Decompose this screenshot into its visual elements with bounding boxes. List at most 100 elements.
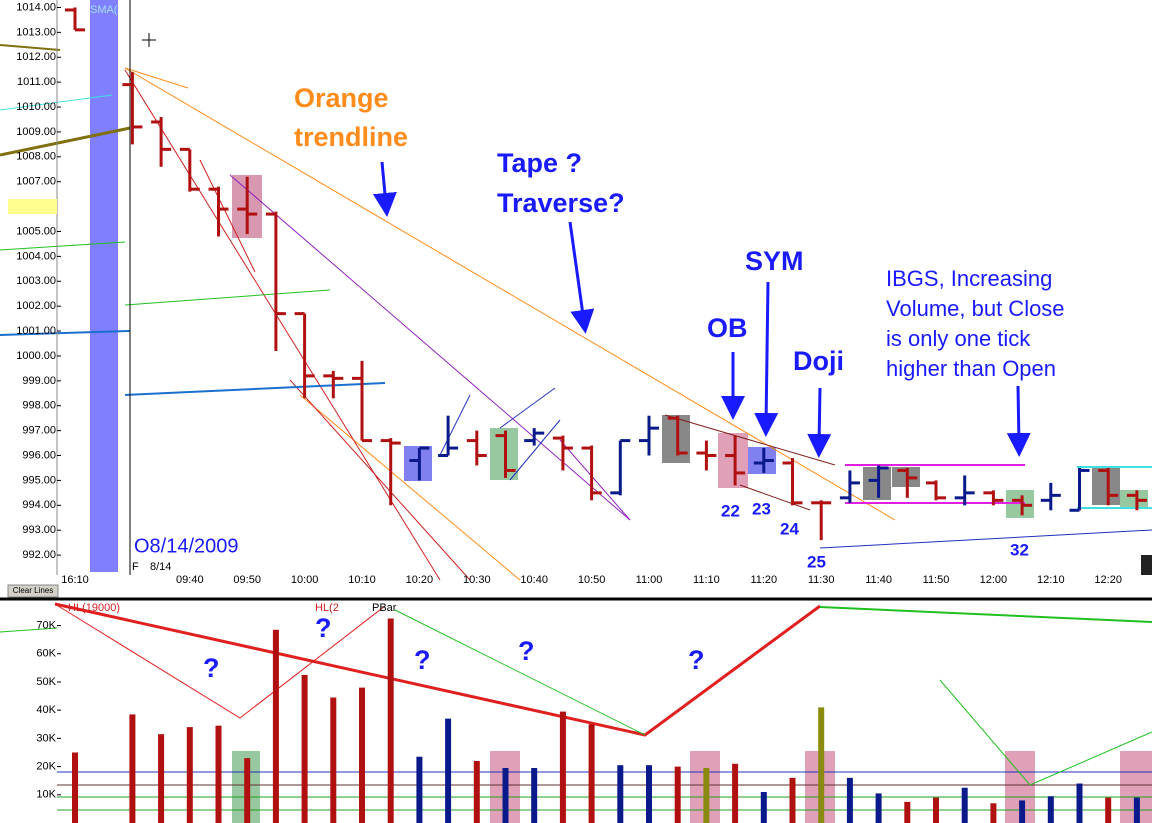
highlight-box [1092, 467, 1120, 505]
volume-bar [215, 725, 222, 823]
trendline [54, 602, 821, 737]
arrow [1006, 385, 1031, 457]
price-bar [352, 360, 372, 443]
y-tick-label: 30K [36, 732, 56, 744]
y-tick-label: 996.00 [22, 449, 56, 461]
y-tick-label: 999.00 [22, 375, 56, 387]
price-bar [466, 430, 487, 466]
annotation: Doji [793, 346, 844, 376]
x-tick-label: 12:00 [980, 574, 1008, 586]
volume-bar [904, 801, 911, 823]
trendline [559, 439, 631, 521]
volume-bar [272, 629, 279, 823]
volume-bar [387, 618, 394, 823]
x-tick-label: 11:40 [865, 574, 892, 586]
price-bar [782, 458, 803, 506]
y-tick-label: 998.00 [22, 400, 56, 412]
trendline [124, 289, 331, 306]
x-tick-label: 10:20 [406, 574, 434, 586]
price-bar [179, 147, 200, 192]
y-tick-label: 1009.00 [16, 126, 56, 138]
price-bar [1012, 495, 1033, 516]
trendline [124, 69, 441, 581]
price-bar [65, 7, 85, 32]
bar-label: 32 [1010, 540, 1029, 559]
price-bar [323, 370, 344, 399]
trendlines [0, 44, 1152, 581]
x-tick-label: 11:50 [923, 574, 950, 586]
volume-bar [732, 763, 739, 823]
y-tick-label: 992.00 [22, 549, 56, 561]
x-tick-label: 10:40 [520, 574, 548, 586]
volume-bar [72, 752, 78, 823]
x-tick-label: 09:40 [176, 574, 204, 586]
bar-label: 22 [721, 501, 740, 520]
volume-bar [1076, 783, 1083, 823]
volume-bar [646, 765, 652, 823]
y-tick-label: 1004.00 [16, 250, 56, 262]
y-tick-label: 993.00 [22, 524, 56, 536]
price-bar [438, 415, 459, 458]
y-tick-label: 997.00 [22, 425, 56, 437]
annotation: SYM [745, 246, 804, 276]
annotation: is only one tick [886, 326, 1031, 351]
trendline [124, 67, 189, 89]
trendline [739, 484, 811, 511]
price-bar [208, 186, 229, 237]
price-bar [409, 446, 430, 481]
volume-bar [875, 793, 882, 823]
trendline [819, 606, 1152, 623]
annotation: ? [414, 645, 431, 675]
annotation: Tape ? [497, 148, 582, 178]
clear-lines-button[interactable] [7, 584, 59, 598]
x-tick-label: 10:50 [578, 574, 606, 586]
arrow [754, 281, 779, 437]
price-bar [667, 415, 688, 456]
trendline [124, 382, 386, 396]
trendline [0, 44, 61, 51]
trendline [819, 529, 1152, 549]
y-tick-label: 1003.00 [16, 275, 56, 287]
annotation: ? [688, 645, 705, 675]
y-tick-label: 1001.00 [16, 325, 56, 337]
price-bar [1126, 490, 1147, 511]
price-bar [725, 435, 746, 486]
price-bar [696, 440, 717, 471]
volume-bar [1105, 797, 1112, 823]
annotation: Volume, but Close [886, 296, 1065, 321]
price-bar [839, 470, 860, 503]
annotation: Traverse? [497, 188, 625, 218]
indicator-label: SMA( [90, 4, 118, 16]
trendline [289, 379, 471, 581]
y-tick-label: 1013.00 [16, 26, 56, 38]
price-bar [495, 430, 516, 478]
volume-reference-lines [0, 627, 1152, 811]
annotation: higher than Open [886, 356, 1056, 381]
y-tick-label: 1012.00 [16, 51, 56, 63]
session-marker: F [132, 561, 139, 573]
indicator-label: PBar [372, 602, 397, 614]
volume-bar [818, 707, 825, 823]
price-bar [897, 467, 918, 498]
arrow [372, 161, 397, 217]
trendline [0, 241, 126, 251]
arrow [568, 221, 595, 334]
volume-bar [703, 768, 710, 823]
volume-bar [588, 724, 595, 823]
price-bar [983, 490, 1004, 506]
session-date: 8/14 [150, 561, 171, 573]
bar-label: 25 [807, 552, 826, 571]
x-tick-label: 10:10 [348, 574, 376, 586]
price-bar [954, 475, 975, 506]
volume-bar [1019, 800, 1026, 823]
crosshair [142, 33, 156, 47]
price-bar [926, 480, 946, 501]
x-tick-label: 11:30 [808, 574, 835, 586]
highlight-box [662, 415, 690, 463]
annotation: trendline [294, 122, 408, 152]
volume-bar [961, 787, 968, 823]
volume-bar [445, 718, 452, 823]
clear-lines-label[interactable]: Clear Lines [13, 586, 53, 595]
y-tick-label: 50K [36, 676, 56, 688]
